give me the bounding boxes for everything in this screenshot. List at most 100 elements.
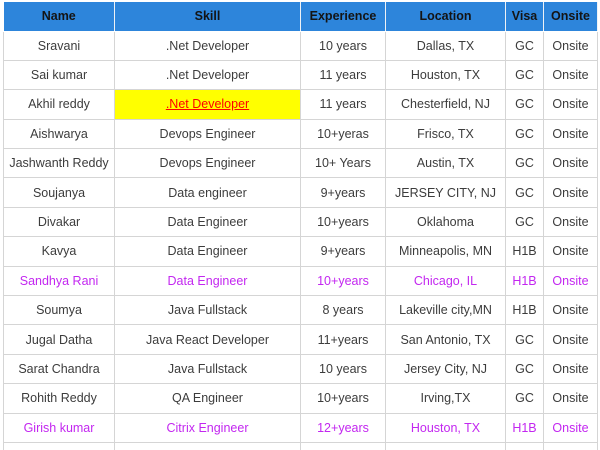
- cell-location[interactable]: JERSEY CITY, NJ: [385, 177, 506, 208]
- candidates-table: Name Skill Experience Location Visa Onsi…: [3, 2, 598, 450]
- cell-onsite[interactable]: Onsite: [543, 30, 598, 61]
- table-row: Soujanya Data engineer 9+years JERSEY CI…: [3, 177, 598, 208]
- cell-visa[interactable]: GC: [505, 89, 544, 120]
- cell-skill[interactable]: Java Fullstack: [114, 353, 301, 385]
- cell-skill[interactable]: Java React Developer: [114, 324, 301, 355]
- cell-onsite[interactable]: Onsite: [543, 118, 598, 150]
- cell-visa[interactable]: H1B: [505, 265, 544, 297]
- cell-skill[interactable]: Devops Engineer: [114, 118, 301, 150]
- cell-experience[interactable]: 10 years: [300, 353, 386, 385]
- cell-visa[interactable]: GC: [505, 118, 544, 150]
- empty-cell[interactable]: [385, 441, 506, 450]
- cell-location[interactable]: Chesterfield, NJ: [385, 89, 506, 120]
- cell-skill[interactable]: Data Engineer: [114, 236, 301, 267]
- empty-cell[interactable]: [505, 441, 544, 450]
- cell-onsite[interactable]: Onsite: [543, 265, 598, 297]
- cell-onsite[interactable]: Onsite: [543, 89, 598, 120]
- cell-name[interactable]: Soujanya: [3, 177, 115, 208]
- cell-name[interactable]: Sandhya Rani: [3, 265, 115, 297]
- cell-experience[interactable]: 10+years: [300, 206, 386, 238]
- cell-onsite[interactable]: Onsite: [543, 324, 598, 355]
- cell-skill-highlighted[interactable]: .Net Developer: [114, 89, 301, 120]
- cell-location[interactable]: Oklahoma: [385, 206, 506, 238]
- header-cell-location[interactable]: Location: [385, 2, 506, 32]
- cell-name[interactable]: Divakar: [3, 206, 115, 238]
- cell-visa[interactable]: GC: [505, 148, 544, 179]
- cell-experience[interactable]: 10 years: [300, 30, 386, 61]
- cell-location[interactable]: Austin, TX: [385, 148, 506, 179]
- cell-name[interactable]: Sarat Chandra: [3, 353, 115, 385]
- cell-onsite[interactable]: Onsite: [543, 206, 598, 238]
- cell-experience[interactable]: 9+years: [300, 177, 386, 208]
- cell-visa[interactable]: GC: [505, 177, 544, 208]
- cell-onsite[interactable]: Onsite: [543, 412, 598, 443]
- cell-experience[interactable]: 10+yeras: [300, 118, 386, 150]
- empty-cell[interactable]: [114, 441, 301, 450]
- cell-onsite[interactable]: Onsite: [543, 383, 598, 414]
- cell-skill[interactable]: Devops Engineer: [114, 148, 301, 179]
- cell-experience[interactable]: 11+years: [300, 324, 386, 355]
- cell-visa[interactable]: H1B: [505, 412, 544, 443]
- cell-skill[interactable]: Data Engineer: [114, 206, 301, 238]
- cell-visa[interactable]: GC: [505, 324, 544, 355]
- cell-onsite[interactable]: Onsite: [543, 177, 598, 208]
- empty-cell[interactable]: [3, 441, 115, 450]
- cell-skill[interactable]: Data engineer: [114, 177, 301, 208]
- cell-onsite[interactable]: Onsite: [543, 295, 598, 326]
- cell-name[interactable]: Rohith Reddy: [3, 383, 115, 414]
- cell-experience[interactable]: 8 years: [300, 295, 386, 326]
- cell-onsite[interactable]: Onsite: [543, 353, 598, 385]
- cell-name[interactable]: Sravani: [3, 30, 115, 61]
- cell-location[interactable]: Chicago, IL: [385, 265, 506, 297]
- cell-experience[interactable]: 10+years: [300, 383, 386, 414]
- header-cell-experience[interactable]: Experience: [300, 2, 386, 32]
- cell-experience[interactable]: 9+years: [300, 236, 386, 267]
- cell-name[interactable]: Sai kumar: [3, 59, 115, 91]
- cell-location[interactable]: Houston, TX: [385, 59, 506, 91]
- cell-location[interactable]: Frisco, TX: [385, 118, 506, 150]
- table-row: Girish kumar Citrix Engineer 12+years Ho…: [3, 412, 598, 443]
- cell-skill[interactable]: .Net Developer: [114, 59, 301, 91]
- header-cell-skill[interactable]: Skill: [114, 2, 301, 32]
- cell-name[interactable]: Kavya: [3, 236, 115, 267]
- cell-visa[interactable]: GC: [505, 59, 544, 91]
- cell-skill[interactable]: Java Fullstack: [114, 295, 301, 326]
- cell-location[interactable]: Dallas, TX: [385, 30, 506, 61]
- empty-cell[interactable]: [543, 441, 598, 450]
- cell-location[interactable]: Minneapolis, MN: [385, 236, 506, 267]
- table-row: Kavya Data Engineer 9+years Minneapolis,…: [3, 236, 598, 267]
- cell-onsite[interactable]: Onsite: [543, 59, 598, 91]
- cell-location[interactable]: Jersey City, NJ: [385, 353, 506, 385]
- cell-visa[interactable]: GC: [505, 353, 544, 385]
- cell-visa[interactable]: H1B: [505, 295, 544, 326]
- cell-skill[interactable]: .Net Developer: [114, 30, 301, 61]
- header-cell-name[interactable]: Name: [3, 2, 115, 32]
- cell-experience[interactable]: 10+years: [300, 265, 386, 297]
- cell-skill[interactable]: Data Engineer: [114, 265, 301, 297]
- cell-visa[interactable]: GC: [505, 206, 544, 238]
- cell-experience[interactable]: 10+ Years: [300, 148, 386, 179]
- cell-name[interactable]: Soumya: [3, 295, 115, 326]
- cell-location[interactable]: Irving,TX: [385, 383, 506, 414]
- empty-cell[interactable]: [300, 441, 386, 450]
- cell-name[interactable]: Aishwarya: [3, 118, 115, 150]
- header-cell-visa[interactable]: Visa: [505, 2, 544, 32]
- cell-location[interactable]: San Antonio, TX: [385, 324, 506, 355]
- cell-visa[interactable]: H1B: [505, 236, 544, 267]
- cell-experience[interactable]: 11 years: [300, 89, 386, 120]
- cell-location[interactable]: Lakeville city,MN: [385, 295, 506, 326]
- cell-name[interactable]: Akhil reddy: [3, 89, 115, 120]
- cell-visa[interactable]: GC: [505, 30, 544, 61]
- cell-location[interactable]: Houston, TX: [385, 412, 506, 443]
- header-cell-onsite[interactable]: Onsite: [543, 2, 598, 32]
- cell-onsite[interactable]: Onsite: [543, 236, 598, 267]
- cell-name[interactable]: Jugal Datha: [3, 324, 115, 355]
- cell-onsite[interactable]: Onsite: [543, 148, 598, 179]
- cell-experience[interactable]: 11 years: [300, 59, 386, 91]
- cell-name[interactable]: Girish kumar: [3, 412, 115, 443]
- cell-experience[interactable]: 12+years: [300, 412, 386, 443]
- cell-skill[interactable]: Citrix Engineer: [114, 412, 301, 443]
- cell-name[interactable]: Jashwanth Reddy: [3, 148, 115, 179]
- cell-skill[interactable]: QA Engineer: [114, 383, 301, 414]
- cell-visa[interactable]: GC: [505, 383, 544, 414]
